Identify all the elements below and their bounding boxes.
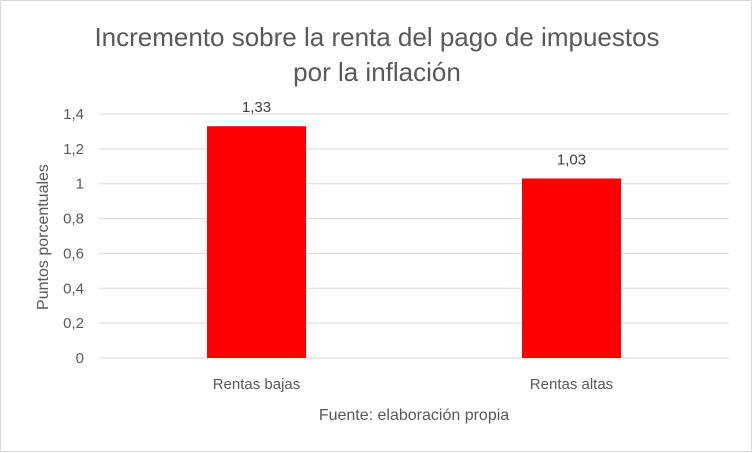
- data-label: 1,33: [242, 99, 271, 116]
- data-labels: 1,33 1,03: [242, 99, 586, 168]
- bar-1: [207, 126, 306, 358]
- y-tick-label: 0,2: [63, 315, 84, 332]
- x-category-label: Rentas altas: [530, 376, 613, 393]
- chart-title-line-2: por la inflación: [293, 57, 461, 87]
- y-tick-label: 1: [76, 176, 84, 193]
- gridlines: [99, 113, 729, 359]
- bars: [207, 126, 621, 358]
- y-axis-label: Puntos porcentuales: [35, 164, 52, 310]
- x-category-label: Rentas bajas: [213, 376, 301, 393]
- x-axis-categories: Rentas bajas Rentas altas: [213, 376, 613, 393]
- bar-2: [522, 178, 621, 358]
- y-tick-label: 0,6: [63, 245, 84, 262]
- chart-title-line-1: Incremento sobre la renta del pago de im…: [94, 22, 659, 52]
- y-tick-label: 1,4: [63, 106, 84, 123]
- y-tick-label: 1,2: [63, 141, 84, 158]
- x-axis-label: Fuente: elaboración propia: [319, 407, 509, 424]
- y-axis-ticks: 0 0,2 0,4 0,6 0,8 1 1,2 1,4: [63, 106, 84, 367]
- y-tick-label: 0,4: [63, 280, 84, 297]
- y-tick-label: 0: [76, 350, 84, 367]
- data-label: 1,03: [557, 151, 586, 168]
- y-tick-label: 0,8: [63, 211, 84, 228]
